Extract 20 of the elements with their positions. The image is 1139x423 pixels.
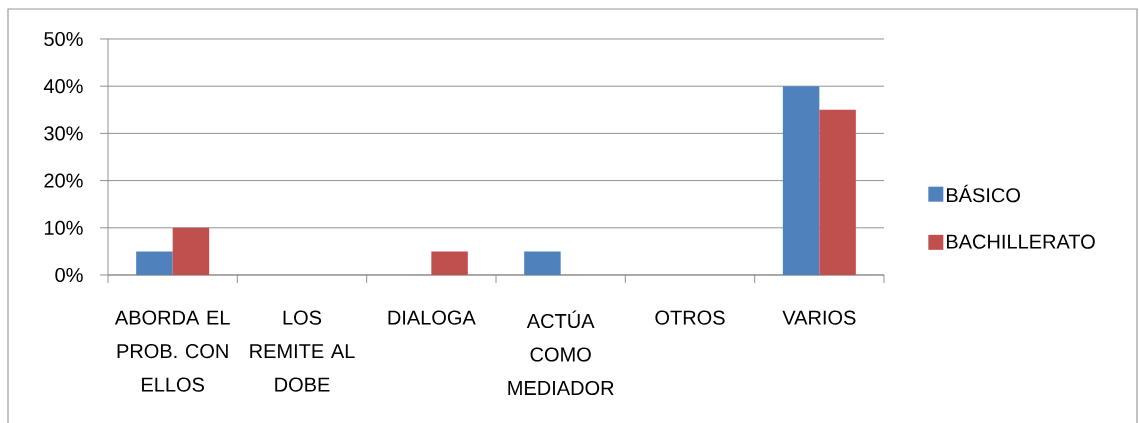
legend-label: BACHILLERATO [946, 234, 1095, 249]
bar [524, 251, 561, 275]
bar [782, 86, 820, 275]
bar [136, 251, 173, 275]
y-tick-label: 30% [44, 126, 83, 141]
bar [172, 227, 210, 275]
legend-label: BÁSICO [946, 184, 1020, 203]
y-tick-label: 10% [44, 220, 83, 235]
x-tick-label: DIALOGA [388, 310, 476, 325]
x-tick-label: ACTÚA COMO MEDIADOR [508, 310, 614, 396]
x-tick-label: ABORDA EL PROB. CON ELLOS [114, 310, 230, 392]
y-tick-label: 50% [44, 31, 83, 47]
x-tick-label: LOS REMITE AL DOBE [250, 310, 355, 392]
y-tick-label: 0% [55, 267, 83, 283]
y-tick-label: 40% [43, 79, 83, 94]
y-tick-label: 20% [44, 173, 83, 188]
bar [819, 109, 856, 275]
x-tick-label: OTROS [655, 310, 725, 325]
bar [431, 251, 468, 275]
x-tick-label: VARIOS [782, 310, 856, 325]
